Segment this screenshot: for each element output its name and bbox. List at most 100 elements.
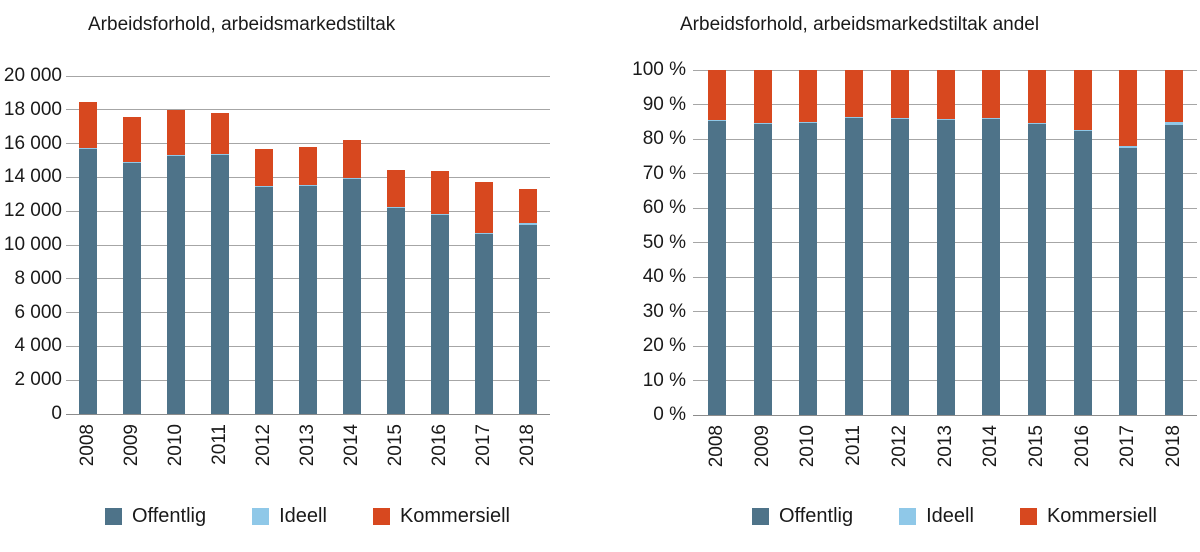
- bar-segment-offentlig: [255, 186, 273, 414]
- y-tick-label: 60 %: [642, 197, 686, 218]
- bar-segment-kommersiell: [387, 169, 405, 207]
- bar-segment-kommersiell: [982, 70, 1001, 118]
- bar-segment-offentlig: [753, 123, 772, 415]
- x-tick-label: 2013: [934, 425, 956, 468]
- y-tick-label: 14 000: [3, 166, 62, 188]
- x-axis-line: [66, 413, 550, 415]
- x-tick-label: 2009: [121, 424, 142, 467]
- legend-label: Ideell: [926, 505, 974, 527]
- bar-segment-ideell: [890, 118, 909, 120]
- bar-segment-offentlig: [211, 154, 229, 414]
- x-tick-label: 2014: [341, 424, 362, 467]
- bar-segment-kommersiell: [211, 113, 229, 154]
- bar-segment-ideell: [708, 120, 726, 122]
- chart-absolute: Arbeidsforhold, arbeidsmarkedstiltak 0 2 …: [3, 14, 550, 528]
- legend-swatch-icon: [372, 508, 390, 525]
- y-tick-label: 12 000: [3, 200, 62, 222]
- bar-segment-offentlig: [167, 156, 185, 414]
- bar-segment-offentlig: [519, 224, 537, 414]
- gridline: [66, 143, 550, 145]
- chart-title: Arbeidsforhold, arbeidsmarkedstiltak and…: [680, 14, 1040, 35]
- y-tick-label: 0 %: [653, 404, 686, 425]
- bar-segment-kommersiell: [1165, 70, 1183, 123]
- y-tick-label: 70 %: [642, 162, 686, 184]
- bar-segment-kommersiell: [431, 171, 449, 214]
- bar-segment-offentlig: [936, 120, 955, 415]
- y-tick-label: 8 000: [14, 267, 62, 289]
- legend: Offentlig Ideell Kommersiell: [105, 505, 510, 528]
- bar-segment-kommersiell: [845, 70, 864, 117]
- bar-segment-ideell: [79, 147, 97, 149]
- legend-swatch-icon: [752, 508, 769, 525]
- bar-segment-ideell: [167, 155, 185, 157]
- bar-segment-ideell: [431, 213, 449, 215]
- bar-segment-ideell: [845, 116, 864, 118]
- x-tick-label: 2010: [797, 425, 819, 468]
- bar-segment-offentlig: [343, 179, 361, 414]
- bar-segment-ideell: [475, 232, 493, 234]
- bar-segment-kommersiell: [890, 70, 909, 119]
- x-tick-label: 2009: [751, 425, 773, 468]
- bar-segment-ideell: [343, 178, 361, 180]
- legend-swatch-icon: [252, 508, 270, 525]
- y-tick-label: 50 %: [642, 231, 686, 253]
- legend-label: Kommersiell: [1046, 505, 1157, 527]
- legend-swatch-icon: [105, 508, 122, 525]
- legend-swatch-icon: [899, 508, 917, 525]
- bar-segment-ideell: [211, 153, 229, 155]
- x-tick-label: 2016: [429, 424, 450, 467]
- x-tick-label: 2010: [165, 424, 186, 467]
- legend-item-offentlig: Offentlig: [752, 505, 853, 528]
- legend: Offentlig Ideell Kommersiell: [752, 505, 1157, 528]
- bar-segment-offentlig: [79, 148, 97, 414]
- y-tick-label: 20 000: [3, 65, 62, 86]
- bar-segment-kommersiell: [936, 70, 955, 120]
- bar-segment-ideell: [299, 185, 317, 186]
- y-tick-label: 90 %: [642, 93, 686, 115]
- y-tick-label: 20 %: [642, 335, 686, 356]
- y-tick-label: 80 %: [642, 128, 686, 149]
- bar-segment-kommersiell: [1027, 70, 1046, 123]
- legend-item-offentlig: Offentlig: [105, 505, 206, 528]
- y-tick-label: 100 %: [632, 59, 686, 80]
- bar-segment-kommersiell: [799, 70, 818, 122]
- y-tick-label: 30 %: [642, 300, 686, 322]
- bar-segment-offentlig: [799, 122, 818, 415]
- bar-segment-ideell: [1165, 122, 1183, 125]
- bar-segment-offentlig: [708, 121, 726, 415]
- bar-segment-offentlig: [387, 207, 405, 414]
- bar-segment-offentlig: [123, 163, 141, 414]
- bar-segment-kommersiell: [123, 116, 141, 163]
- x-tick-label: 2017: [1117, 425, 1139, 468]
- bar-segment-offentlig: [890, 119, 909, 415]
- legend-item-kommersiell: Kommersiell: [372, 505, 510, 528]
- bar-segment-offentlig: [845, 117, 864, 415]
- bar-segment-kommersiell: [343, 140, 361, 179]
- bar-segment-kommersiell: [1073, 70, 1092, 131]
- y-tick-label: 0: [51, 403, 62, 424]
- bar-segment-offentlig: [431, 214, 449, 414]
- x-tick-label: 2013: [297, 424, 318, 467]
- bar-segment-ideell: [936, 119, 955, 121]
- bar-segment-ideell: [519, 223, 537, 225]
- y-tick-label: 16 000: [3, 132, 62, 154]
- x-tick-label: 2017: [473, 424, 494, 467]
- bar-segment-offentlig: [1027, 123, 1046, 415]
- bar-segment-kommersiell: [299, 146, 317, 185]
- bar-segment-ideell: [1073, 130, 1092, 132]
- bar-segment-ideell: [123, 162, 141, 164]
- bar-segment-kommersiell: [708, 70, 726, 121]
- bar-segment-ideell: [387, 206, 405, 208]
- bar-segment-kommersiell: [753, 70, 772, 123]
- bar-segment-kommersiell: [1119, 70, 1138, 146]
- bar-segment-ideell: [753, 122, 772, 124]
- legend-item-ideell: Ideell: [899, 505, 974, 528]
- chart-percent: Arbeidsforhold, arbeidsmarkedstiltak and…: [600, 0, 1200, 552]
- x-tick-label: 2011: [843, 425, 865, 466]
- x-tick-label: 2015: [385, 424, 406, 467]
- y-tick-label: 2 000: [14, 369, 62, 391]
- chart-title: Arbeidsforhold, arbeidsmarkedstiltak: [88, 14, 396, 35]
- bar-segment-ideell: [799, 121, 818, 123]
- x-tick-label: 2012: [888, 425, 910, 468]
- x-tick-label: 2016: [1071, 425, 1093, 468]
